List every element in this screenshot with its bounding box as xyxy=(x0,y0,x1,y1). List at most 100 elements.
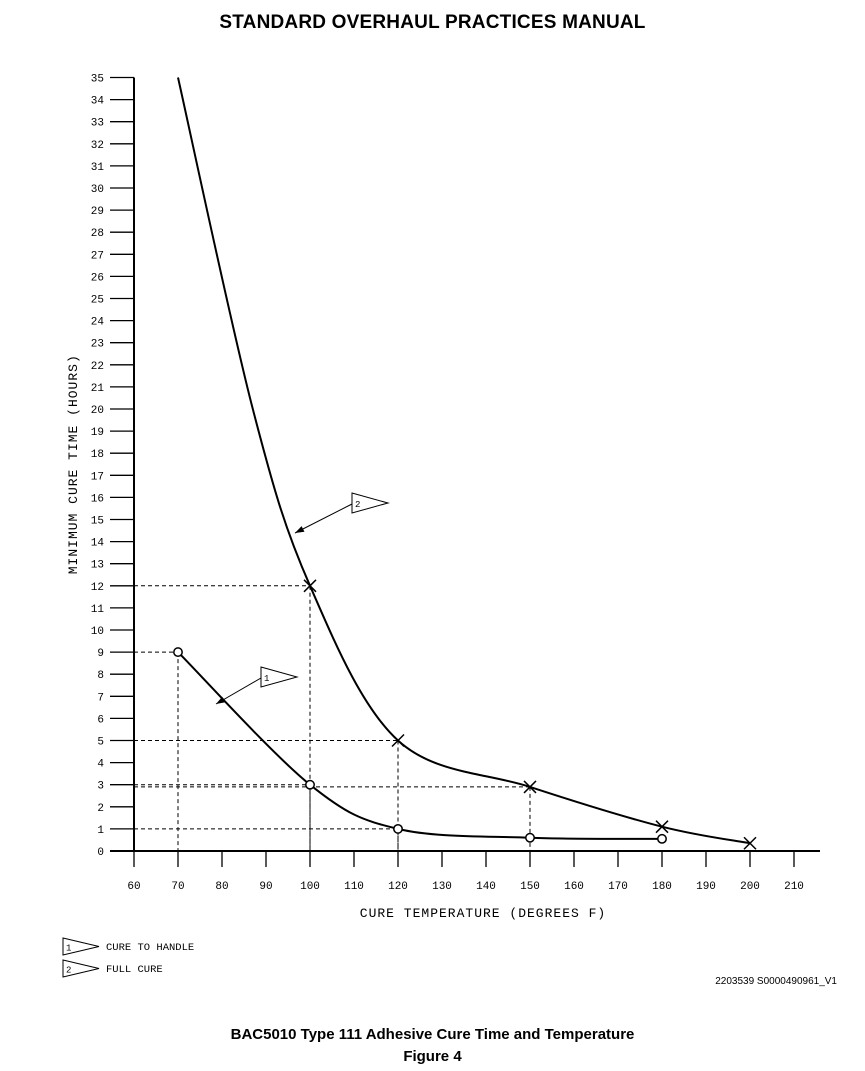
callout-flag-1: 1 xyxy=(260,666,299,688)
y-tick-label: 25 xyxy=(91,295,104,307)
reference-lines xyxy=(134,585,531,851)
callout-flag-number: 2 xyxy=(66,966,71,976)
chart-markers xyxy=(173,579,757,850)
y-tick-label: 28 xyxy=(91,228,104,240)
y-tick-label: 29 xyxy=(91,206,104,218)
chart-callouts: 12 xyxy=(215,492,390,705)
callout-flag-shape xyxy=(351,492,390,514)
y-tick-label: 5 xyxy=(97,737,104,749)
x-tick-label: 160 xyxy=(564,881,584,893)
y-tick-label: 8 xyxy=(97,670,104,682)
x-tick-label: 110 xyxy=(344,881,364,893)
y-tick-label: 26 xyxy=(91,272,104,284)
x-tick-label: 100 xyxy=(300,881,320,893)
leader-line xyxy=(294,503,353,534)
y-tick-label: 33 xyxy=(91,118,104,130)
callout-flag-number: 2 xyxy=(355,500,360,510)
legend-label: CURE TO HANDLE xyxy=(106,942,194,954)
data-point-cure-to-handle xyxy=(393,823,403,834)
y-tick-label: 23 xyxy=(91,339,104,351)
x-mark-stroke xyxy=(655,820,669,834)
callout-leader-1 xyxy=(215,677,262,705)
y-tick-label: 24 xyxy=(91,317,105,329)
callout-flag-shape xyxy=(260,666,299,688)
y-tick-label: 14 xyxy=(91,538,105,550)
chart-curves xyxy=(177,77,751,845)
y-tick-label: 3 xyxy=(97,781,104,793)
series-line-1 xyxy=(177,651,663,840)
x-tick-label: 130 xyxy=(432,881,452,893)
y-tick-label: 10 xyxy=(91,626,104,638)
legend-label: FULL CURE xyxy=(106,964,163,976)
data-point-full-cure xyxy=(523,780,537,794)
y-tick-label: 15 xyxy=(91,516,104,528)
figure-caption-title: BAC5010 Type 111 Adhesive Cure Time and … xyxy=(230,1026,635,1043)
x-tick-label: 140 xyxy=(476,881,496,893)
y-tick-label: 6 xyxy=(97,714,104,726)
data-point-full-cure xyxy=(303,579,317,593)
y-tick-label: 35 xyxy=(91,74,104,86)
callout-flag-number: 1 xyxy=(264,674,269,684)
y-tick-label: 13 xyxy=(91,560,104,572)
leader-arrowhead xyxy=(295,526,305,533)
x-tick-label: 80 xyxy=(215,881,228,893)
x-mark-stroke xyxy=(523,780,537,794)
x-tick-label: 180 xyxy=(652,881,672,893)
y-tick-label: 9 xyxy=(97,648,104,660)
x-tick-label: 190 xyxy=(696,881,716,893)
data-point-cure-to-handle xyxy=(525,832,535,843)
x-mark-stroke xyxy=(303,579,317,593)
y-tick-label: 16 xyxy=(91,493,104,505)
y-tick-label: 4 xyxy=(97,759,104,771)
figure-reference-id: 2203539 S0000490961_V1 xyxy=(715,976,837,987)
y-tick-label: 0 xyxy=(97,847,104,859)
y-tick-label: 7 xyxy=(97,692,104,704)
data-point-full-cure xyxy=(391,733,405,748)
y-tick-label: 34 xyxy=(91,96,105,108)
y-tick-label: 2 xyxy=(97,803,104,815)
callout-flag-2: 2 xyxy=(351,492,390,514)
y-tick-label: 1 xyxy=(97,825,104,837)
y-tick-label: 31 xyxy=(91,162,105,174)
x-mark-stroke xyxy=(743,836,757,850)
page-header: STANDARD OVERHAUL PRACTICES MANUAL xyxy=(219,12,646,33)
x-tick-label: 200 xyxy=(740,881,760,893)
data-point-cure-to-handle xyxy=(305,779,315,790)
chart-axes xyxy=(110,77,820,852)
data-point-full-cure xyxy=(743,836,757,850)
data-point-full-cure xyxy=(655,820,669,834)
y-tick-label: 30 xyxy=(91,184,104,196)
callout-flag-number: 1 xyxy=(66,944,71,954)
chart-legend: 1 CURE TO HANDLE 2 FULL CURE xyxy=(62,937,194,978)
y-tick-label: 22 xyxy=(91,361,104,373)
y-tick-label: 27 xyxy=(91,250,104,262)
y-tick-label: 12 xyxy=(91,582,104,594)
x-tick-label: 60 xyxy=(127,881,140,893)
legend-flag-1: 1 xyxy=(62,937,100,956)
callout-flag-shape xyxy=(62,959,100,978)
x-mark-stroke xyxy=(391,733,405,748)
data-point-cure-to-handle xyxy=(657,833,667,844)
x-axis-ticks: 60 70 80 90 100 110 120 130 140 150 160 170 180 190 20… xyxy=(127,851,804,893)
callout-flag-shape xyxy=(62,937,100,956)
y-axis-title: MINIMUM CURE TIME (HOURS) xyxy=(66,354,81,574)
series-line-2 xyxy=(177,77,751,845)
cure-chart: 0123456789101112131415161718192021222324… xyxy=(62,74,820,978)
y-tick-label: 19 xyxy=(91,427,104,439)
y-tick-label: 17 xyxy=(91,471,104,483)
y-tick-label: 18 xyxy=(91,449,104,461)
y-tick-label: 11 xyxy=(91,604,105,616)
data-point-cure-to-handle xyxy=(173,647,183,658)
figure-number: Figure 4 xyxy=(403,1048,462,1065)
leader-arrowhead xyxy=(216,696,226,704)
callout-leader-2 xyxy=(294,503,353,534)
x-axis-title: CURE TEMPERATURE (DEGREES F) xyxy=(360,906,606,921)
x-tick-label: 210 xyxy=(784,881,804,893)
x-tick-label: 70 xyxy=(171,881,184,893)
legend-flag-2: 2 xyxy=(62,959,100,978)
y-axis-ticks: 0123456789101112131415161718192021222324… xyxy=(91,74,134,859)
x-tick-label: 90 xyxy=(259,881,272,893)
x-tick-label: 170 xyxy=(608,881,628,893)
y-tick-label: 20 xyxy=(91,405,104,417)
x-tick-label: 150 xyxy=(520,881,540,893)
